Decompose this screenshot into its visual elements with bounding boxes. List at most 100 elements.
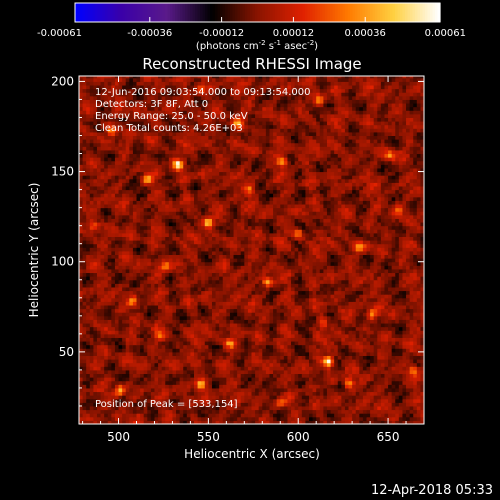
heatmap-cell [269, 369, 274, 375]
heatmap-cell [287, 308, 292, 313]
colorbar-cell [222, 3, 226, 22]
heatmap-cell [79, 276, 84, 281]
heatmap-cell [165, 420, 170, 424]
heatmap-cell [86, 362, 91, 367]
heatmap-cell [165, 301, 170, 306]
heatmap-cell [140, 398, 145, 403]
heatmap-cell [348, 391, 353, 396]
heatmap-cell [326, 409, 332, 414]
heatmap-cell [168, 398, 173, 403]
heatmap-cell [158, 395, 163, 400]
heatmap-cell [341, 294, 346, 299]
heatmap-cell [183, 369, 188, 375]
heatmap-cell [344, 279, 350, 284]
heatmap-cell [79, 304, 84, 310]
heatmap-cell [132, 359, 137, 364]
heatmap-cell [122, 319, 127, 324]
heatmap-cell [111, 351, 116, 356]
heatmap-cell [147, 380, 152, 385]
heatmap-cell [208, 344, 213, 349]
heatmap-cell [107, 348, 112, 353]
heatmap-cell [219, 362, 224, 367]
colorbar: -0.00061 -0.00036 -0.00012 0.00012 0.00036 0.… [37, 2, 466, 52]
heatmap-cell [298, 268, 303, 274]
heatmap-cell [352, 359, 357, 364]
heatmap-cell [366, 409, 371, 414]
heatmap-cell [161, 261, 166, 266]
heatmap-cell [229, 362, 235, 367]
heatmap-cell [298, 413, 303, 418]
heatmap-cell [82, 362, 87, 367]
heatmap-cell [316, 344, 321, 349]
heatmap-cell [377, 265, 382, 270]
heatmap-cell [150, 344, 155, 349]
heatmap-cell [255, 323, 260, 328]
heatmap-cell [226, 333, 231, 338]
heatmap-cell [269, 405, 274, 411]
heatmap-cell [179, 315, 184, 320]
heatmap-cell [258, 395, 263, 400]
heatmap-cell [406, 319, 411, 324]
heatmap-cell [190, 247, 195, 252]
heatmap-cell [301, 272, 306, 277]
heatmap-cell [373, 398, 378, 403]
heatmap-cell [229, 323, 235, 328]
heatmap-cell [132, 391, 137, 396]
heatmap-cell [280, 391, 285, 396]
heatmap-cell [298, 286, 303, 292]
heatmap-cell [219, 366, 224, 371]
heatmap-cell [194, 413, 199, 418]
heatmap-cell [114, 319, 120, 324]
heatmap-cell [125, 337, 130, 342]
heatmap-cell [233, 312, 238, 317]
heatmap-cell [294, 268, 299, 274]
heatmap-cell [186, 420, 191, 424]
heatmap-cell [244, 413, 249, 418]
heatmap-cell [226, 380, 231, 385]
heatmap-cell [219, 416, 224, 421]
heatmap-cell [413, 341, 418, 346]
heatmap-cell [233, 402, 238, 407]
heatmap-cell [420, 351, 424, 356]
heatmap-cell [118, 344, 123, 349]
heatmap-cell [251, 384, 256, 389]
heatmap-cell [150, 377, 155, 382]
heatmap-cell [326, 355, 332, 360]
heatmap-cell [204, 348, 209, 353]
heatmap-cell [312, 416, 317, 421]
heatmap-cell [402, 355, 407, 360]
heatmap-cell [244, 362, 249, 367]
heatmap-cell [388, 344, 393, 349]
heatmap-cell [132, 304, 137, 310]
heatmap-cell [366, 330, 371, 335]
colorbar-cell [127, 3, 131, 22]
heatmap-cell [273, 265, 278, 270]
heatmap-cell [330, 402, 335, 407]
heatmap-cell [352, 247, 357, 252]
heatmap-cell [118, 247, 123, 252]
heatmap-cell [298, 254, 303, 259]
colorbar-cell [395, 3, 399, 22]
heatmap-cell [229, 254, 235, 259]
colorbar-cell [167, 3, 171, 22]
heatmap-cell [334, 294, 339, 299]
heatmap-cell [326, 380, 332, 385]
heatmap-cell [251, 391, 256, 396]
heatmap-cell [147, 405, 152, 411]
heatmap-cell [197, 395, 202, 400]
heatmap-cell [114, 290, 120, 295]
heatmap-cell [118, 261, 123, 266]
heatmap-cell [251, 369, 256, 375]
heatmap-cell [100, 384, 105, 389]
heatmap-cell [352, 268, 357, 274]
heatmap-cell [118, 413, 123, 418]
heatmap-cell [416, 304, 421, 310]
heatmap-cell [150, 261, 155, 266]
heatmap-cell [301, 333, 306, 338]
heatmap-cell [233, 366, 238, 371]
heatmap-cell [416, 402, 421, 407]
heatmap-cell [215, 286, 220, 292]
heatmap-cell [125, 333, 130, 338]
heatmap-cell [409, 402, 414, 407]
